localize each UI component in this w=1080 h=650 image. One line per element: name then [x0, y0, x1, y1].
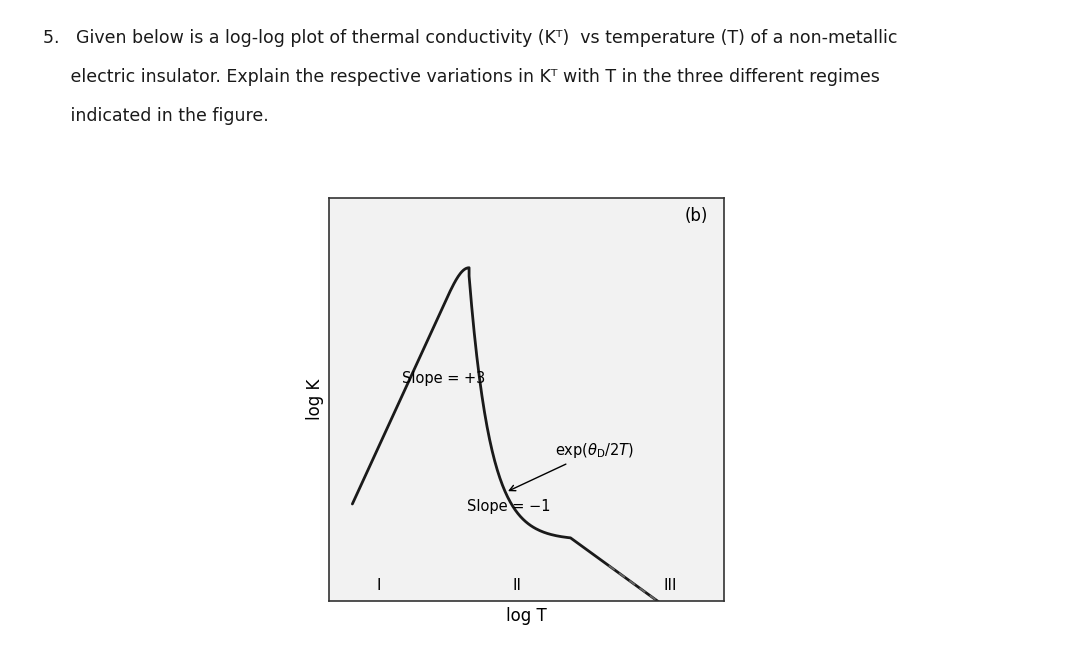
Text: II: II [512, 578, 522, 593]
Text: III: III [663, 578, 677, 593]
Text: electric insulator. Explain the respective variations in Kᵀ with T in the three : electric insulator. Explain the respecti… [43, 68, 880, 86]
Text: Slope = +3: Slope = +3 [402, 371, 485, 386]
Y-axis label: log K: log K [306, 379, 324, 421]
Text: (b): (b) [685, 207, 708, 225]
X-axis label: log T: log T [507, 607, 546, 625]
Text: $\exp(\theta_{\rm D}/2T)$: $\exp(\theta_{\rm D}/2T)$ [510, 441, 634, 491]
Text: 5.   Given below is a log-log plot of thermal conductivity (Kᵀ)  vs temperature : 5. Given below is a log-log plot of ther… [43, 29, 897, 47]
Text: I: I [377, 578, 381, 593]
Text: Slope = −1: Slope = −1 [468, 499, 551, 514]
Text: indicated in the figure.: indicated in the figure. [43, 107, 269, 125]
